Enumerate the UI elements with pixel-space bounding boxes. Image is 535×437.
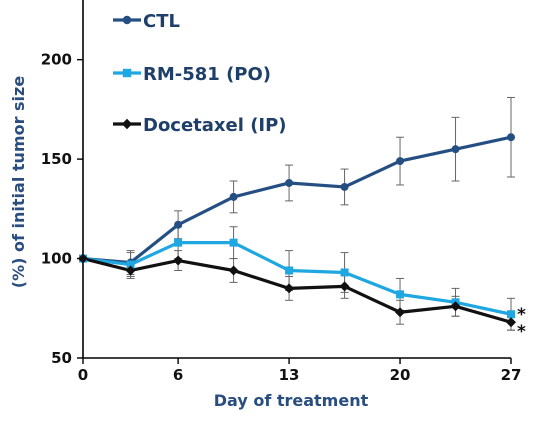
significance-marker-rm581: * bbox=[517, 305, 526, 325]
data-point bbox=[285, 178, 294, 187]
data-point bbox=[395, 307, 406, 318]
data-point bbox=[285, 266, 294, 275]
data-point bbox=[339, 281, 350, 292]
series-line bbox=[82, 135, 512, 265]
y-axis-title: (%) of initial tumor size bbox=[9, 76, 28, 289]
significance-marker-docetaxel: * bbox=[517, 322, 526, 342]
legend-label: Docetaxel (IP) bbox=[143, 115, 287, 136]
legend-label: RM-581 (PO) bbox=[143, 64, 271, 85]
x-tick-label: 0 bbox=[78, 366, 88, 384]
x-tick-label: 27 bbox=[501, 366, 522, 384]
data-point bbox=[507, 133, 515, 142]
y-tick-label: 200 bbox=[41, 51, 72, 69]
x-tick-label: 20 bbox=[390, 366, 411, 384]
data-point bbox=[125, 265, 136, 276]
series-lines bbox=[82, 135, 512, 324]
x-axis-title: Day of treatment bbox=[214, 391, 369, 410]
data-point bbox=[340, 182, 349, 191]
legend-swatch-marker bbox=[122, 15, 132, 25]
series-markers bbox=[78, 133, 516, 328]
y-tick-label: 150 bbox=[41, 150, 72, 168]
data-point bbox=[451, 145, 460, 154]
y-tick-label: 50 bbox=[51, 349, 72, 367]
series-line bbox=[82, 257, 512, 324]
data-point bbox=[507, 310, 515, 319]
data-point bbox=[340, 268, 349, 277]
legend-label: CTL bbox=[143, 11, 180, 32]
data-point bbox=[174, 238, 183, 247]
data-point bbox=[229, 238, 238, 247]
data-point bbox=[126, 260, 135, 269]
data-point bbox=[174, 220, 183, 229]
data-point bbox=[284, 283, 295, 294]
legend: CTL RM-581 (PO) Docetaxel (IP) bbox=[113, 11, 287, 136]
data-point bbox=[506, 317, 516, 328]
data-point bbox=[78, 253, 88, 264]
data-point bbox=[396, 290, 405, 299]
x-tick-label: 13 bbox=[279, 366, 300, 384]
data-point bbox=[229, 192, 238, 201]
axes: 0 6 13 20 27 50 100 150 200 bbox=[41, 0, 522, 384]
data-point bbox=[173, 255, 184, 266]
legend-swatch-marker bbox=[121, 118, 133, 130]
x-tick-label: 6 bbox=[173, 366, 183, 384]
series-line bbox=[82, 241, 512, 316]
data-point bbox=[450, 301, 461, 312]
data-point bbox=[228, 265, 239, 276]
legend-swatch-marker bbox=[122, 68, 132, 78]
y-tick-label: 100 bbox=[41, 250, 72, 268]
data-point bbox=[396, 157, 405, 166]
